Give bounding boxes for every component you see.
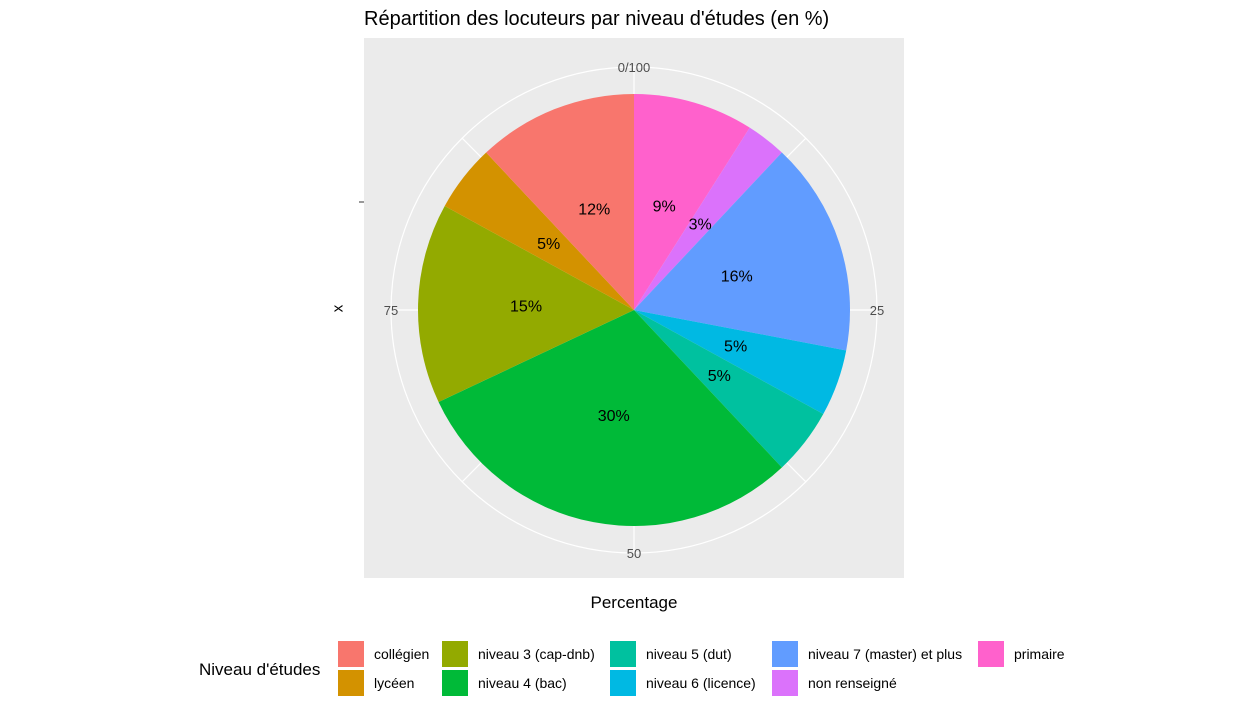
grid-spoke bbox=[786, 462, 807, 483]
legend-label: non renseigné bbox=[808, 675, 897, 691]
pie-slice bbox=[486, 94, 634, 310]
legend-item: collégien bbox=[338, 641, 429, 667]
legend-item: niveau 3 (cap-dnb) bbox=[442, 641, 595, 667]
slice-label: 15% bbox=[510, 299, 542, 316]
slice-label: 5% bbox=[724, 339, 747, 356]
chart-title: Répartition des locuteurs par niveau d'é… bbox=[364, 8, 830, 30]
pie-slice bbox=[438, 310, 782, 526]
grid-spoke bbox=[461, 462, 482, 483]
pie-slice bbox=[634, 310, 824, 468]
slice-label: 5% bbox=[708, 368, 731, 385]
slice-labels: 9% 3% 16% 5% 5% 30% 15% 5% 12% bbox=[510, 198, 753, 425]
legend-label: niveau 4 (bac) bbox=[478, 675, 567, 691]
y-axis-label: x bbox=[329, 304, 347, 313]
polar-grid bbox=[390, 66, 878, 554]
slice-label: 5% bbox=[537, 236, 560, 253]
legend-item: niveau 5 (dut) bbox=[610, 641, 732, 667]
legend-label: niveau 5 (dut) bbox=[646, 646, 732, 662]
slice-label: 30% bbox=[598, 408, 630, 425]
pie-slices bbox=[417, 94, 850, 526]
grid-spoke bbox=[461, 137, 482, 158]
legend-color-key bbox=[610, 641, 636, 667]
slice-label: 16% bbox=[721, 269, 753, 286]
pie-slice bbox=[444, 152, 634, 310]
legend-item: niveau 7 (master) et plus bbox=[772, 641, 962, 667]
legend-item: niveau 6 (licence) bbox=[610, 670, 756, 696]
theta-ticks: 0/100 25 50 75 bbox=[384, 60, 884, 561]
x-axis-label: Percentage bbox=[590, 593, 678, 612]
pie-slice bbox=[634, 152, 850, 351]
legend-item: non renseigné bbox=[772, 670, 897, 696]
legend-color-key bbox=[772, 670, 798, 696]
pie-slice bbox=[417, 205, 634, 402]
pie-slice bbox=[634, 94, 750, 310]
legend-item: niveau 4 (bac) bbox=[442, 670, 567, 696]
grid-spoke bbox=[786, 137, 807, 158]
legend-color-key bbox=[338, 670, 364, 696]
legend-color-key bbox=[610, 670, 636, 696]
legend-label: primaire bbox=[1014, 646, 1065, 662]
legend-color-key bbox=[772, 641, 798, 667]
legend-item: primaire bbox=[978, 641, 1065, 667]
theta-tick-label: 0/100 bbox=[618, 60, 651, 75]
slice-label: 3% bbox=[689, 217, 712, 234]
legend-label: niveau 3 (cap-dnb) bbox=[478, 646, 595, 662]
slice-label: 9% bbox=[653, 198, 676, 215]
theta-tick-label: 25 bbox=[870, 303, 884, 318]
legend-label: lycéen bbox=[374, 675, 415, 691]
legend-color-key bbox=[442, 641, 468, 667]
legend-title: Niveau d'études bbox=[199, 660, 321, 679]
legend-label: niveau 7 (master) et plus bbox=[808, 646, 963, 662]
legend-color-key bbox=[442, 670, 468, 696]
legend-color-key bbox=[978, 641, 1004, 667]
legend-label: collégien bbox=[374, 646, 430, 662]
legend-label: niveau 6 (licence) bbox=[646, 675, 756, 691]
pie-slice bbox=[634, 127, 782, 310]
pie-slice bbox=[634, 310, 847, 415]
slice-label: 12% bbox=[578, 202, 610, 219]
legend-item: lycéen bbox=[338, 670, 414, 696]
theta-tick-label: 75 bbox=[384, 303, 398, 318]
theta-tick-label: 50 bbox=[627, 546, 641, 561]
legend-color-key bbox=[338, 641, 364, 667]
